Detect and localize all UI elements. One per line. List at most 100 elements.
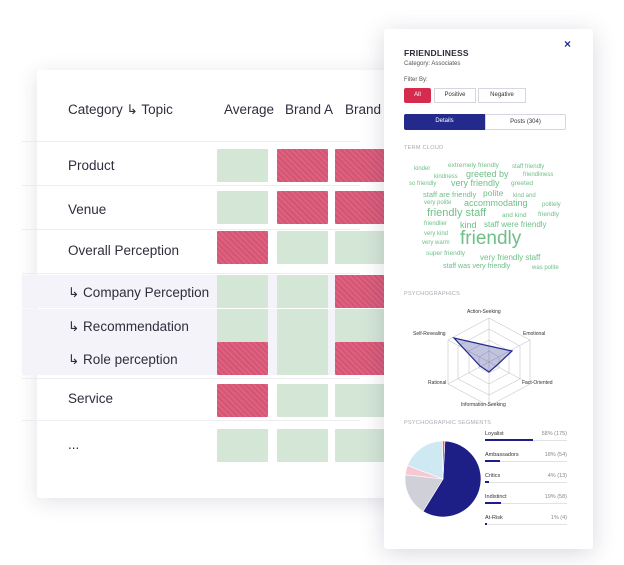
segment-bar-track	[485, 523, 567, 525]
term[interactable]: greeted	[511, 180, 534, 187]
term[interactable]: very friendly	[451, 178, 500, 188]
heat-cell-average[interactable]	[217, 231, 268, 264]
heat-cell-brand-a[interactable]	[277, 275, 328, 308]
term[interactable]: and kind	[502, 212, 527, 219]
header-brand-a[interactable]: Brand A	[285, 102, 334, 117]
radar-label-action-seeking: Action-Seeking	[467, 309, 501, 315]
segment-name-ambassadors[interactable]: Ambassadors	[485, 452, 519, 458]
heat-cell-brand-a[interactable]	[277, 309, 328, 342]
segment-value-at-risk: 1% (4)	[550, 515, 567, 521]
heat-cell-brand-b[interactable]	[335, 191, 385, 224]
radar-label-fact-oriented: Fact-Oriented	[522, 380, 553, 386]
term[interactable]: friendlier	[424, 221, 448, 227]
filter-label: Filter By:	[404, 77, 428, 83]
heat-cell-brand-a[interactable]	[277, 191, 328, 224]
filter-positive-button[interactable]: Positive	[434, 88, 476, 103]
heat-cell-average[interactable]	[217, 309, 268, 342]
row-label-company-perception[interactable]: ↳ Company Perception	[68, 285, 210, 300]
heat-cell-brand-b[interactable]	[335, 149, 385, 182]
psychographics-radar-chart	[447, 317, 531, 407]
segment-bar-loyalist	[485, 439, 533, 441]
heat-cell-brand-b[interactable]	[335, 384, 385, 417]
term[interactable]: kind and	[513, 193, 536, 199]
term[interactable]: very kind	[424, 231, 449, 237]
heat-cell-brand-b[interactable]	[335, 309, 385, 342]
heat-cell-brand-a[interactable]	[277, 342, 328, 375]
term[interactable]: friendliness	[523, 172, 554, 178]
header-average[interactable]: Average	[224, 102, 275, 117]
header-brand-b[interactable]: Brand B	[345, 102, 394, 117]
term[interactable]: staff friendly	[512, 164, 545, 170]
detail-panel: FRIENDLINESS Category: Associates × Filt…	[384, 29, 593, 549]
term[interactable]: politely	[542, 202, 561, 208]
pie-slice-loyalist[interactable]	[422, 440, 482, 518]
term[interactable]: friendly	[460, 228, 522, 249]
filter-negative-button[interactable]: Negative	[478, 88, 526, 103]
row-label-venue[interactable]: Venue	[68, 202, 107, 217]
row-divider	[22, 378, 360, 379]
filter-all-button[interactable]: All	[404, 88, 431, 103]
heat-cell-average[interactable]	[217, 384, 268, 417]
header-category-topic: Category ↳ Topic	[68, 102, 173, 117]
row-label-product[interactable]: Product	[68, 158, 115, 173]
term[interactable]: friendly staff	[427, 207, 487, 219]
segment-name-loyalist[interactable]: Loyalist	[485, 431, 504, 437]
row-label-service[interactable]: Service	[68, 391, 114, 406]
pie-slice-ambassadors[interactable]	[404, 474, 444, 512]
radar-label-rational: Rational	[428, 380, 447, 386]
segment-bar-track	[485, 439, 567, 441]
heat-cell-brand-b[interactable]	[335, 342, 385, 375]
heat-cell-brand-a[interactable]	[277, 429, 328, 462]
heat-cell-average[interactable]	[217, 149, 268, 182]
row-label-overall-perception[interactable]: Overall Perception	[68, 243, 180, 258]
tab-posts[interactable]: Posts (304)	[485, 114, 566, 130]
term[interactable]: kinder	[414, 166, 431, 172]
radar-spoke	[447, 339, 531, 385]
term[interactable]: staff are friendly	[423, 190, 477, 199]
heat-cell-average[interactable]	[217, 342, 268, 375]
heat-cell-brand-a[interactable]	[277, 384, 328, 417]
segment-value-indistinct: 19% (58)	[544, 494, 567, 500]
term[interactable]: so friendly	[409, 181, 437, 187]
panel-title: FRIENDLINESS	[404, 48, 469, 58]
psychographic-segments-label: PSYCHOGRAPHIC SEGMENTS	[404, 420, 492, 426]
term[interactable]: extremely friendly	[448, 162, 499, 169]
heat-cell-brand-b[interactable]	[335, 231, 385, 264]
heat-cell-average[interactable]	[217, 191, 268, 224]
term[interactable]: greeted by	[466, 169, 509, 179]
radar-label-self-revealing: Self-Revealing	[413, 331, 446, 337]
pie-slice-indistinct[interactable]	[407, 440, 444, 480]
term[interactable]: super friendly	[426, 250, 466, 257]
heat-cell-brand-a[interactable]	[277, 231, 328, 264]
term-cloud-label: TERM CLOUD	[404, 145, 444, 151]
close-icon[interactable]: ×	[564, 37, 572, 51]
term[interactable]: very polite	[424, 200, 452, 206]
segment-bar-critics	[485, 481, 489, 483]
term[interactable]: very warm	[422, 240, 450, 246]
pie-slice-at-risk[interactable]	[442, 440, 446, 480]
row-label-more[interactable]: ...	[68, 437, 80, 452]
segment-bar-track	[485, 460, 567, 462]
heat-cell-brand-b[interactable]	[335, 275, 385, 308]
term[interactable]: staff were friendly	[484, 220, 547, 229]
segment-name-critics[interactable]: Critics	[485, 473, 501, 479]
segment-bar-track	[485, 502, 567, 504]
tab-details[interactable]: Details	[404, 114, 485, 130]
heat-cell-brand-b[interactable]	[335, 429, 385, 462]
segment-name-indistinct[interactable]: Indistinct	[485, 494, 507, 500]
heat-cell-average[interactable]	[217, 429, 268, 462]
term[interactable]: friendly	[538, 211, 559, 218]
row-label-role-perception[interactable]: ↳ Role perception	[68, 352, 178, 367]
term[interactable]: accommodating	[464, 198, 528, 208]
heat-cell-average[interactable]	[217, 275, 268, 308]
term[interactable]: kind	[460, 220, 477, 230]
term[interactable]: kindness	[434, 174, 458, 180]
term[interactable]: very friendly staff	[480, 253, 541, 262]
heat-cell-brand-a[interactable]	[277, 149, 328, 182]
term[interactable]: polite	[483, 188, 504, 198]
term[interactable]: staff was very friendly	[443, 263, 511, 270]
row-label-recommendation[interactable]: ↳ Recommendation	[68, 319, 189, 334]
segment-value-ambassadors: 18% (54)	[544, 452, 567, 458]
segment-name-at-risk[interactable]: At-Risk	[485, 515, 503, 521]
term[interactable]: was polite	[532, 265, 559, 271]
